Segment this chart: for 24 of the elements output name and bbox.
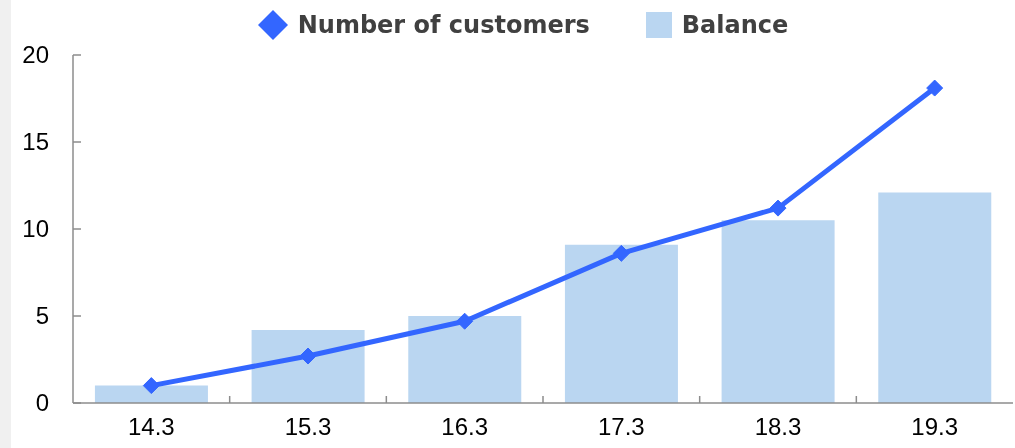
y-tick-label: 0 bbox=[35, 389, 49, 417]
legend-label: Number of customers bbox=[297, 11, 590, 39]
point bbox=[926, 79, 944, 97]
y-tick-label: 5 bbox=[35, 302, 49, 330]
bar bbox=[721, 220, 835, 403]
y-tick-label: 20 bbox=[22, 41, 49, 69]
x-tick-label: 14.3 bbox=[127, 413, 175, 440]
x-tick-label: 19.3 bbox=[911, 413, 959, 440]
point bbox=[456, 312, 474, 330]
point bbox=[769, 199, 787, 217]
y-tick-label: 15 bbox=[22, 128, 49, 156]
bar bbox=[564, 244, 678, 403]
x-tick-label: 18.3 bbox=[754, 413, 802, 440]
point bbox=[142, 377, 160, 395]
bar bbox=[878, 192, 992, 403]
point bbox=[299, 347, 317, 365]
y-tick-label: 10 bbox=[22, 215, 49, 243]
bar bbox=[408, 316, 522, 403]
legend-label: Balance bbox=[681, 11, 789, 39]
x-tick-label: 17.3 bbox=[597, 413, 645, 440]
x-tick-label: 15.3 bbox=[284, 413, 332, 440]
point bbox=[612, 244, 630, 262]
bar bbox=[251, 329, 365, 403]
x-tick-label: 16.3 bbox=[441, 413, 489, 440]
